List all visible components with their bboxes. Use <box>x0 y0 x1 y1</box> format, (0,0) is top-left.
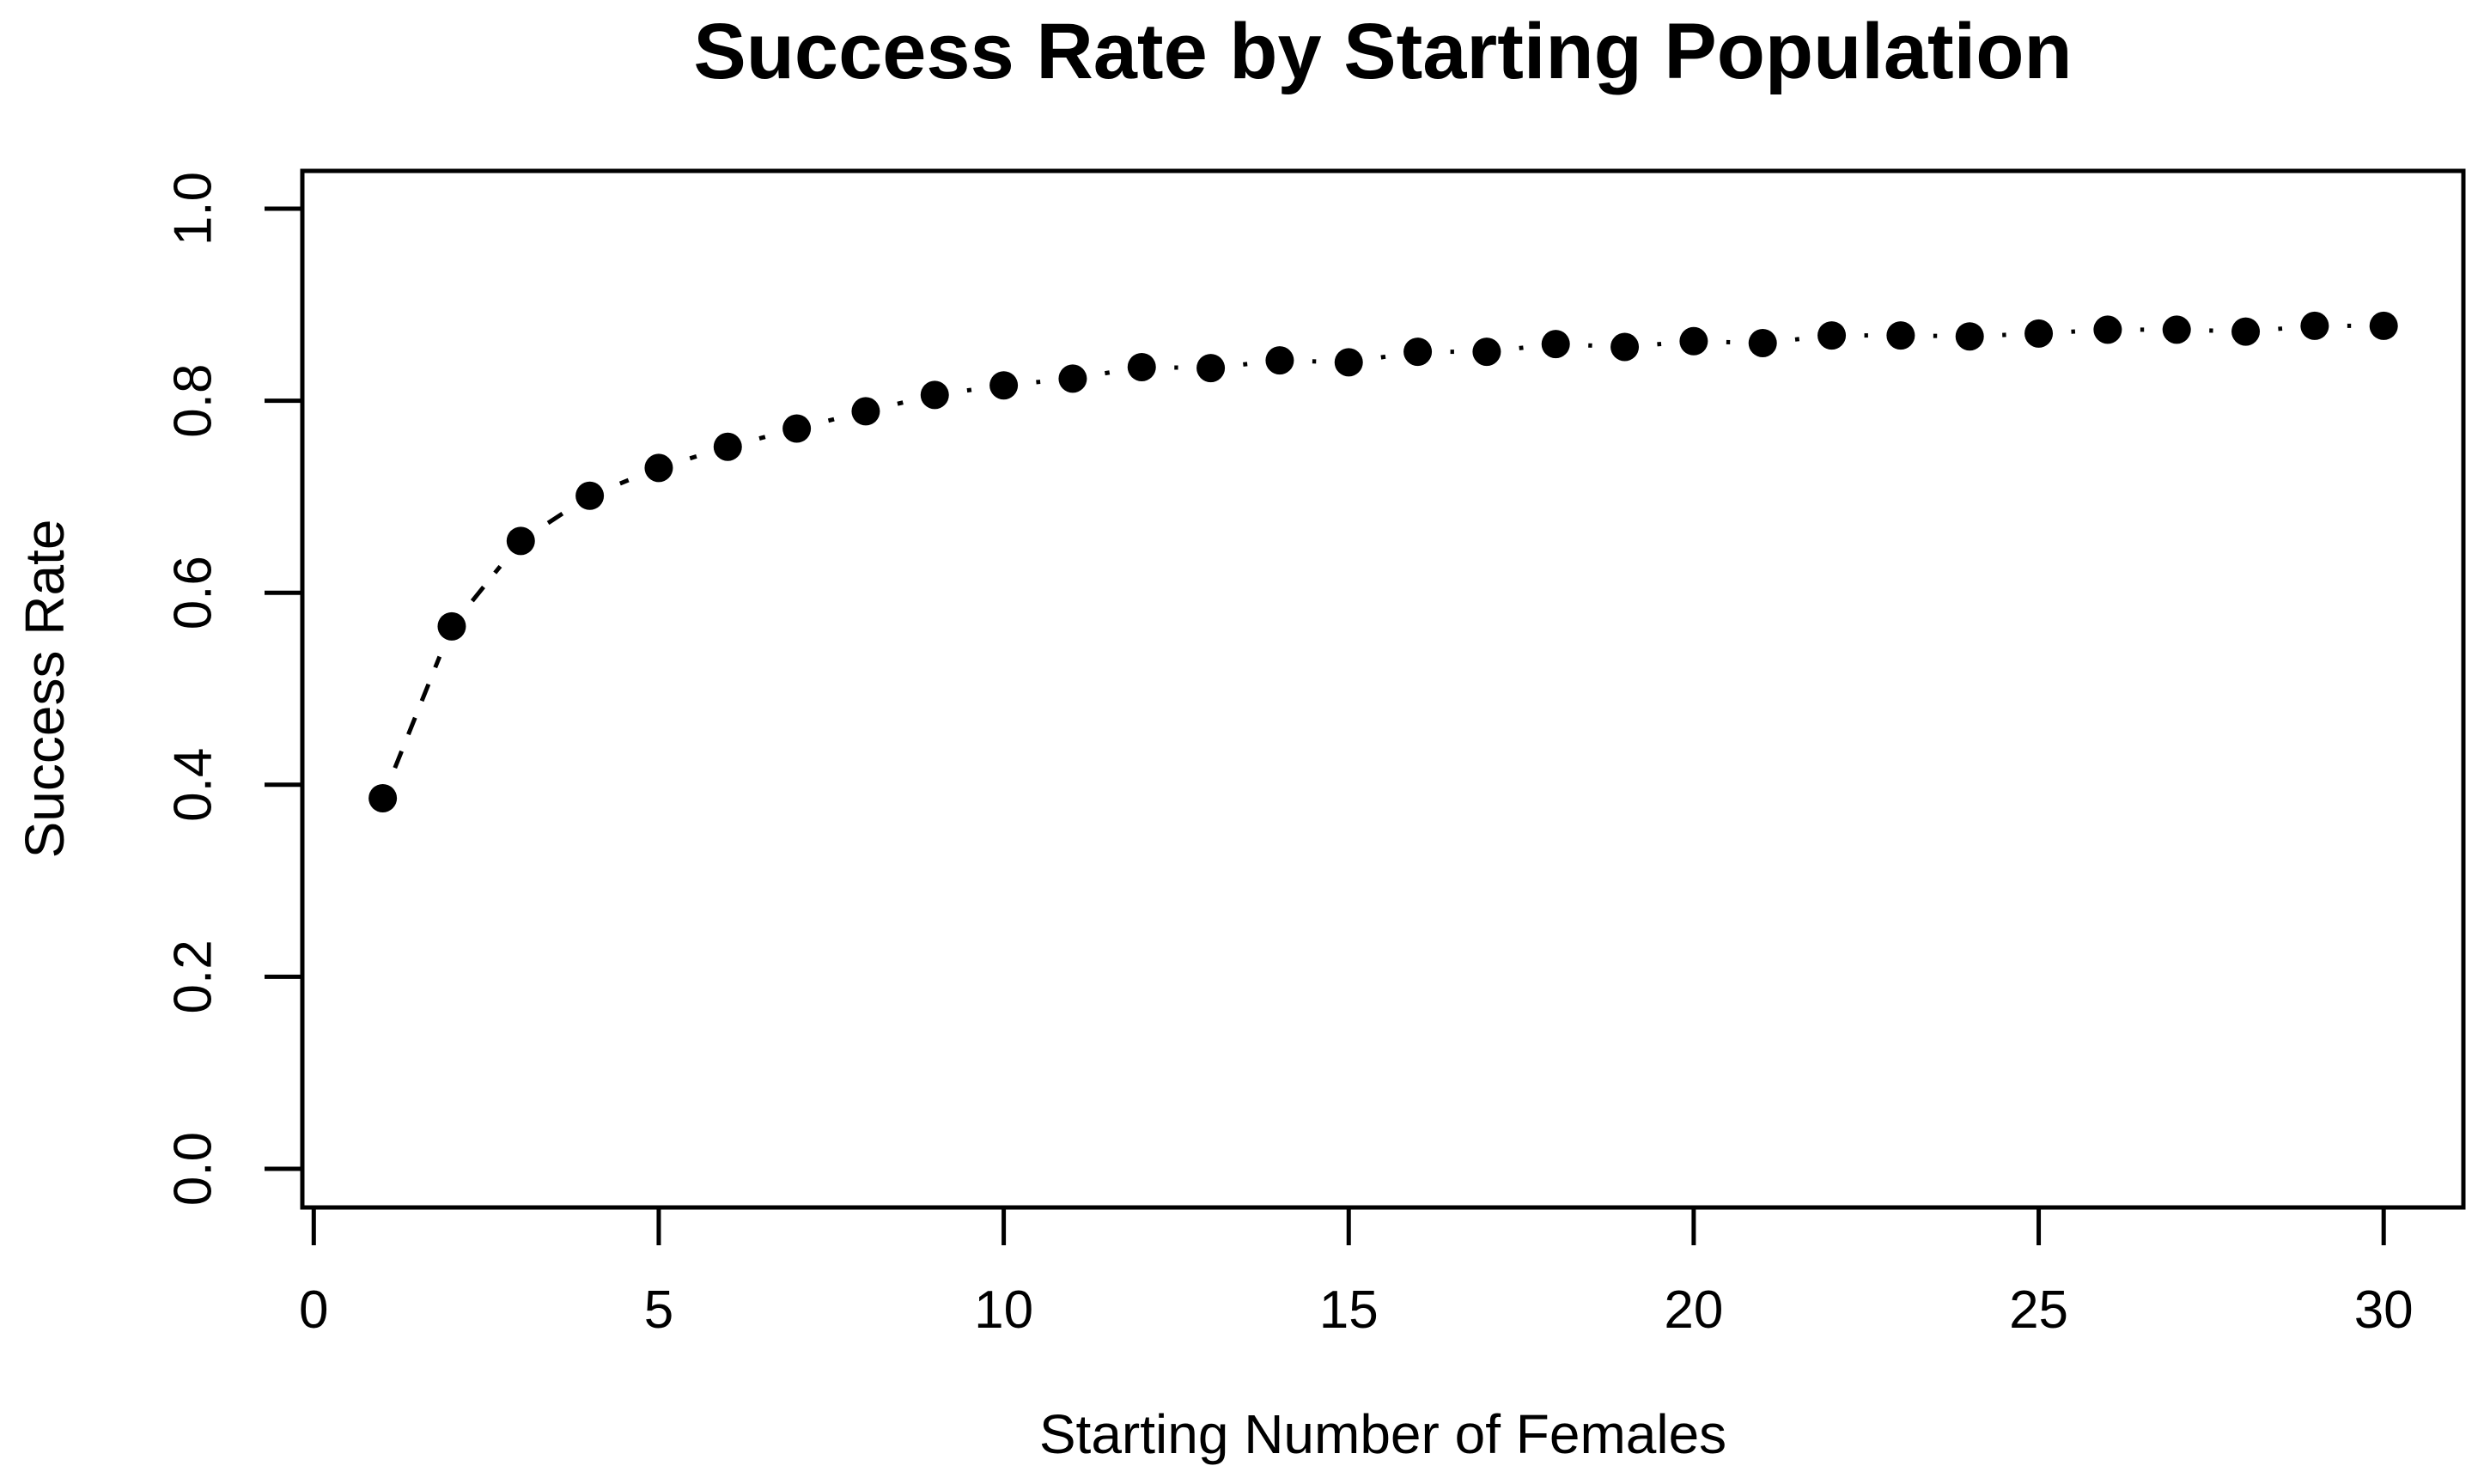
x-tick-label: 15 <box>1319 1280 1379 1340</box>
series-dash-segment <box>758 435 766 441</box>
y-tick-label: 0.6 <box>164 556 223 629</box>
series-dash-segment <box>618 477 630 486</box>
plot-box <box>300 168 2466 1210</box>
y-axis-label: Success Rate <box>14 520 76 859</box>
data-point <box>1955 322 1984 351</box>
y-tick-label: 1.0 <box>164 172 223 246</box>
data-point <box>1472 338 1501 367</box>
data-point <box>1334 348 1363 377</box>
series-dash-segment <box>470 564 502 603</box>
data-point <box>851 397 880 426</box>
data-point <box>1196 354 1226 383</box>
data-point <box>2024 319 2054 348</box>
data-point <box>1610 332 1640 362</box>
series-dash-segment <box>546 511 564 526</box>
y-axis-ticks <box>265 206 302 1171</box>
x-axis-label: Starting Number of Females <box>1039 1403 1726 1465</box>
data-point <box>368 783 398 812</box>
y-tick-label: 0.4 <box>164 748 223 822</box>
x-tick-label: 30 <box>2354 1280 2414 1340</box>
series-dash-segment <box>1104 370 1111 376</box>
data-point <box>2162 315 2191 344</box>
y-tick-label: 0.8 <box>164 363 223 437</box>
data-point <box>1265 346 1294 375</box>
series-dash-segment <box>1519 345 1524 350</box>
x-tick-label: 5 <box>644 1280 673 1340</box>
series-dash-segment <box>897 400 904 406</box>
x-tick-label: 25 <box>2009 1280 2068 1340</box>
data-point <box>1541 330 1570 359</box>
x-tick-label: 10 <box>974 1280 1033 1340</box>
data-point <box>920 380 949 410</box>
data-point <box>2300 311 2329 340</box>
chart-title: Success Rate by Starting Population <box>693 8 2072 95</box>
y-tick-label: 0.0 <box>164 1132 223 1206</box>
x-tick-label: 20 <box>1664 1280 1723 1340</box>
series-dash-segment <box>1380 354 1386 360</box>
data-point <box>437 611 466 641</box>
x-axis-tick-labels: 0 5 10 15 20 25 30 <box>299 1280 2414 1340</box>
data-point <box>1403 338 1433 367</box>
data-point <box>644 453 673 483</box>
y-axis-tick-labels: 0.0 0.2 0.4 0.6 0.8 1.0 <box>164 172 223 1206</box>
series-dash-segment <box>1794 337 1800 342</box>
data-point <box>1817 321 1847 350</box>
series-points <box>368 311 2398 812</box>
data-point <box>575 481 605 510</box>
data-point <box>2093 315 2122 344</box>
series-dash-segment <box>827 417 835 423</box>
series-dash-segment <box>1243 362 1248 367</box>
series-dash-segment <box>393 655 442 769</box>
data-point <box>2369 311 2398 340</box>
y-tick-label: 0.2 <box>164 940 223 1013</box>
series-dash-segment <box>689 453 697 461</box>
data-point <box>1058 364 1087 393</box>
series-connector-dashes <box>393 323 2352 769</box>
x-tick-label: 0 <box>299 1280 328 1340</box>
x-axis-ticks <box>311 1207 2386 1245</box>
data-point <box>2231 317 2261 346</box>
data-point <box>713 432 742 461</box>
data-point <box>1886 321 1915 350</box>
data-point <box>1127 352 1156 381</box>
data-point <box>1679 326 1708 356</box>
data-point <box>782 414 812 443</box>
data-point <box>506 526 535 556</box>
series-dash-segment <box>966 387 972 393</box>
data-point <box>989 371 1019 400</box>
data-point <box>1748 329 1777 358</box>
